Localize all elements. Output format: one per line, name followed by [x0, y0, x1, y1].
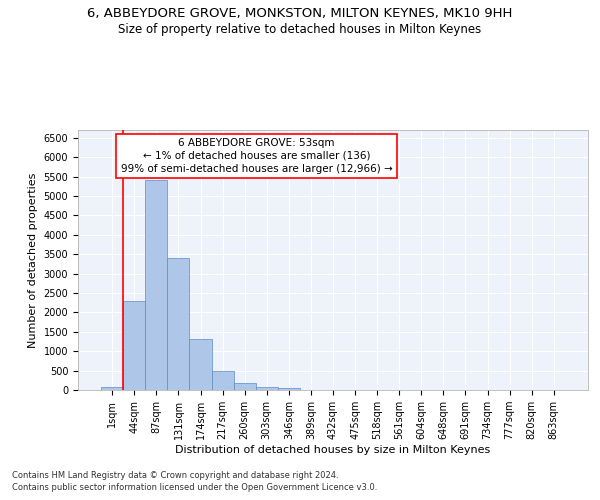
Bar: [233, 382, 256, 390]
Bar: [212, 372, 233, 390]
Bar: [101, 387, 123, 390]
Text: Contains public sector information licensed under the Open Government Licence v3: Contains public sector information licen…: [12, 484, 377, 492]
Text: Contains HM Land Registry data © Crown copyright and database right 2024.: Contains HM Land Registry data © Crown c…: [12, 471, 338, 480]
X-axis label: Distribution of detached houses by size in Milton Keynes: Distribution of detached houses by size …: [175, 445, 491, 455]
Bar: [190, 339, 212, 390]
Text: 6, ABBEYDORE GROVE, MONKSTON, MILTON KEYNES, MK10 9HH: 6, ABBEYDORE GROVE, MONKSTON, MILTON KEY…: [88, 8, 512, 20]
Bar: [256, 387, 278, 390]
Bar: [167, 258, 190, 390]
Text: Size of property relative to detached houses in Milton Keynes: Size of property relative to detached ho…: [118, 22, 482, 36]
Text: 6 ABBEYDORE GROVE: 53sqm
← 1% of detached houses are smaller (136)
99% of semi-d: 6 ABBEYDORE GROVE: 53sqm ← 1% of detache…: [121, 138, 392, 174]
Y-axis label: Number of detached properties: Number of detached properties: [28, 172, 38, 348]
Bar: [123, 300, 145, 390]
Bar: [278, 388, 300, 390]
Bar: [145, 180, 167, 390]
